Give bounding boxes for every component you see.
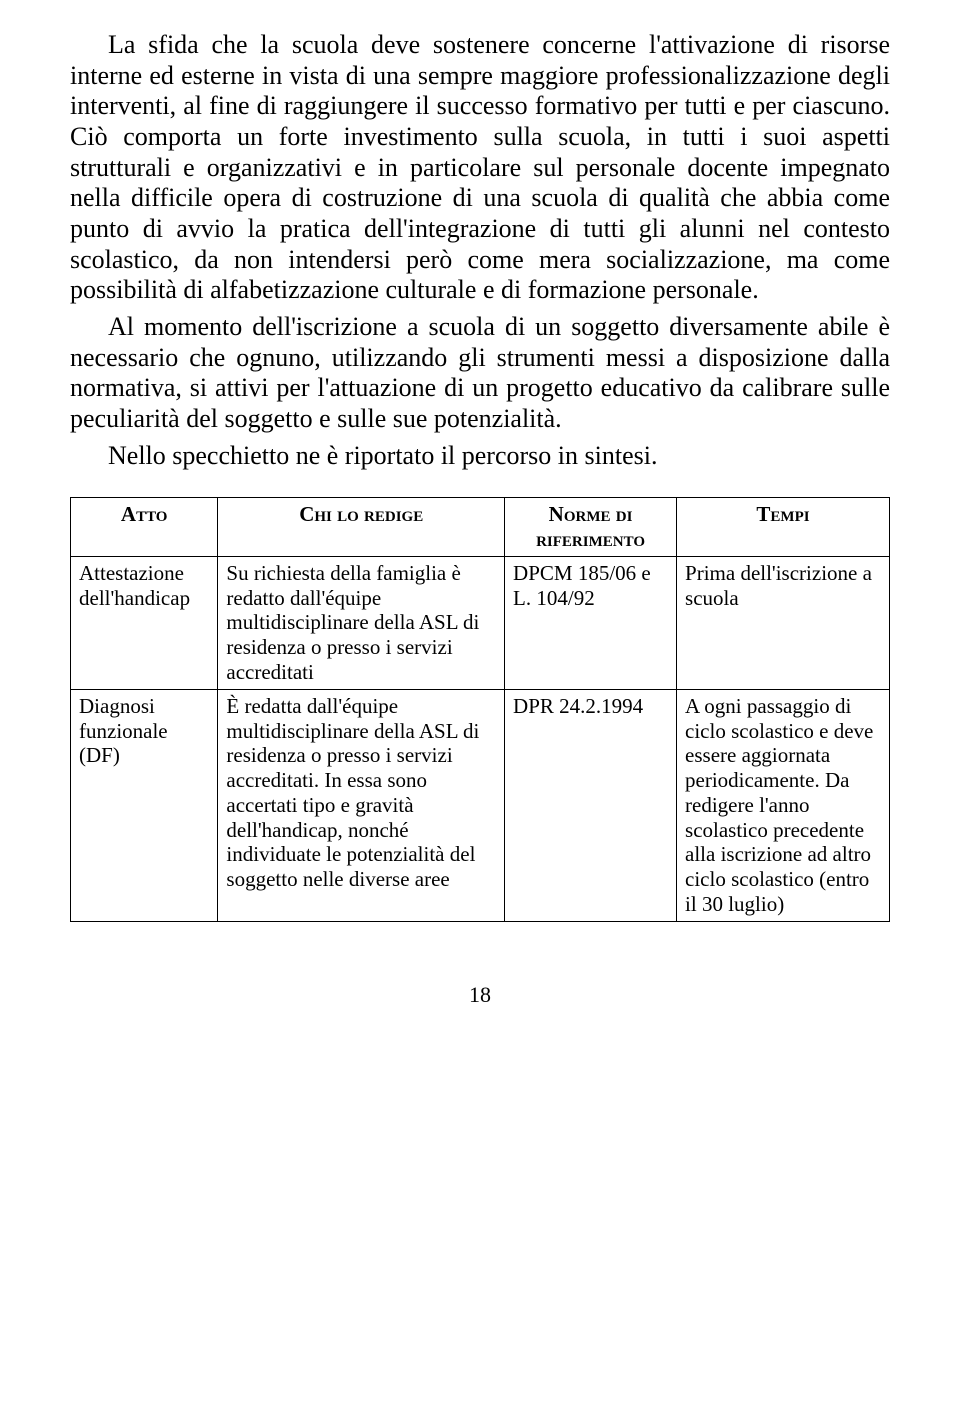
cell-atto: Attestazione dell'handicap <box>71 556 218 689</box>
cell-atto: Diagnosi funzionale (DF) <box>71 689 218 921</box>
body-paragraph-3: Nello specchietto ne è riportato il perc… <box>70 441 890 472</box>
col-header-norme: Norme di riferimento <box>505 498 677 557</box>
page-number: 18 <box>70 982 890 1008</box>
cell-tempi: Prima dell'iscrizione a scuola <box>677 556 890 689</box>
col-header-tempi: Tempi <box>677 498 890 557</box>
cell-norme: DPR 24.2.1994 <box>505 689 677 921</box>
col-header-chi: Chi lo redige <box>218 498 505 557</box>
table-header-row: Atto Chi lo redige Norme di riferimento … <box>71 498 890 557</box>
summary-table: Atto Chi lo redige Norme di riferimento … <box>70 497 890 921</box>
cell-chi: Su richiesta della famiglia è redatto da… <box>218 556 505 689</box>
col-header-atto: Atto <box>71 498 218 557</box>
cell-chi: È redatta dall'équipe multidisciplinare … <box>218 689 505 921</box>
body-paragraph-2: Al momento dell'iscrizione a scuola di u… <box>70 312 890 435</box>
body-paragraph-1: La sfida che la scuola deve sostenere co… <box>70 30 890 306</box>
table-row: Attestazione dell'handicap Su richiesta … <box>71 556 890 689</box>
table-row: Diagnosi funzionale (DF) È redatta dall'… <box>71 689 890 921</box>
cell-tempi: A ogni passaggio di ciclo scolastico e d… <box>677 689 890 921</box>
cell-norme: DPCM 185/06 e L. 104/92 <box>505 556 677 689</box>
